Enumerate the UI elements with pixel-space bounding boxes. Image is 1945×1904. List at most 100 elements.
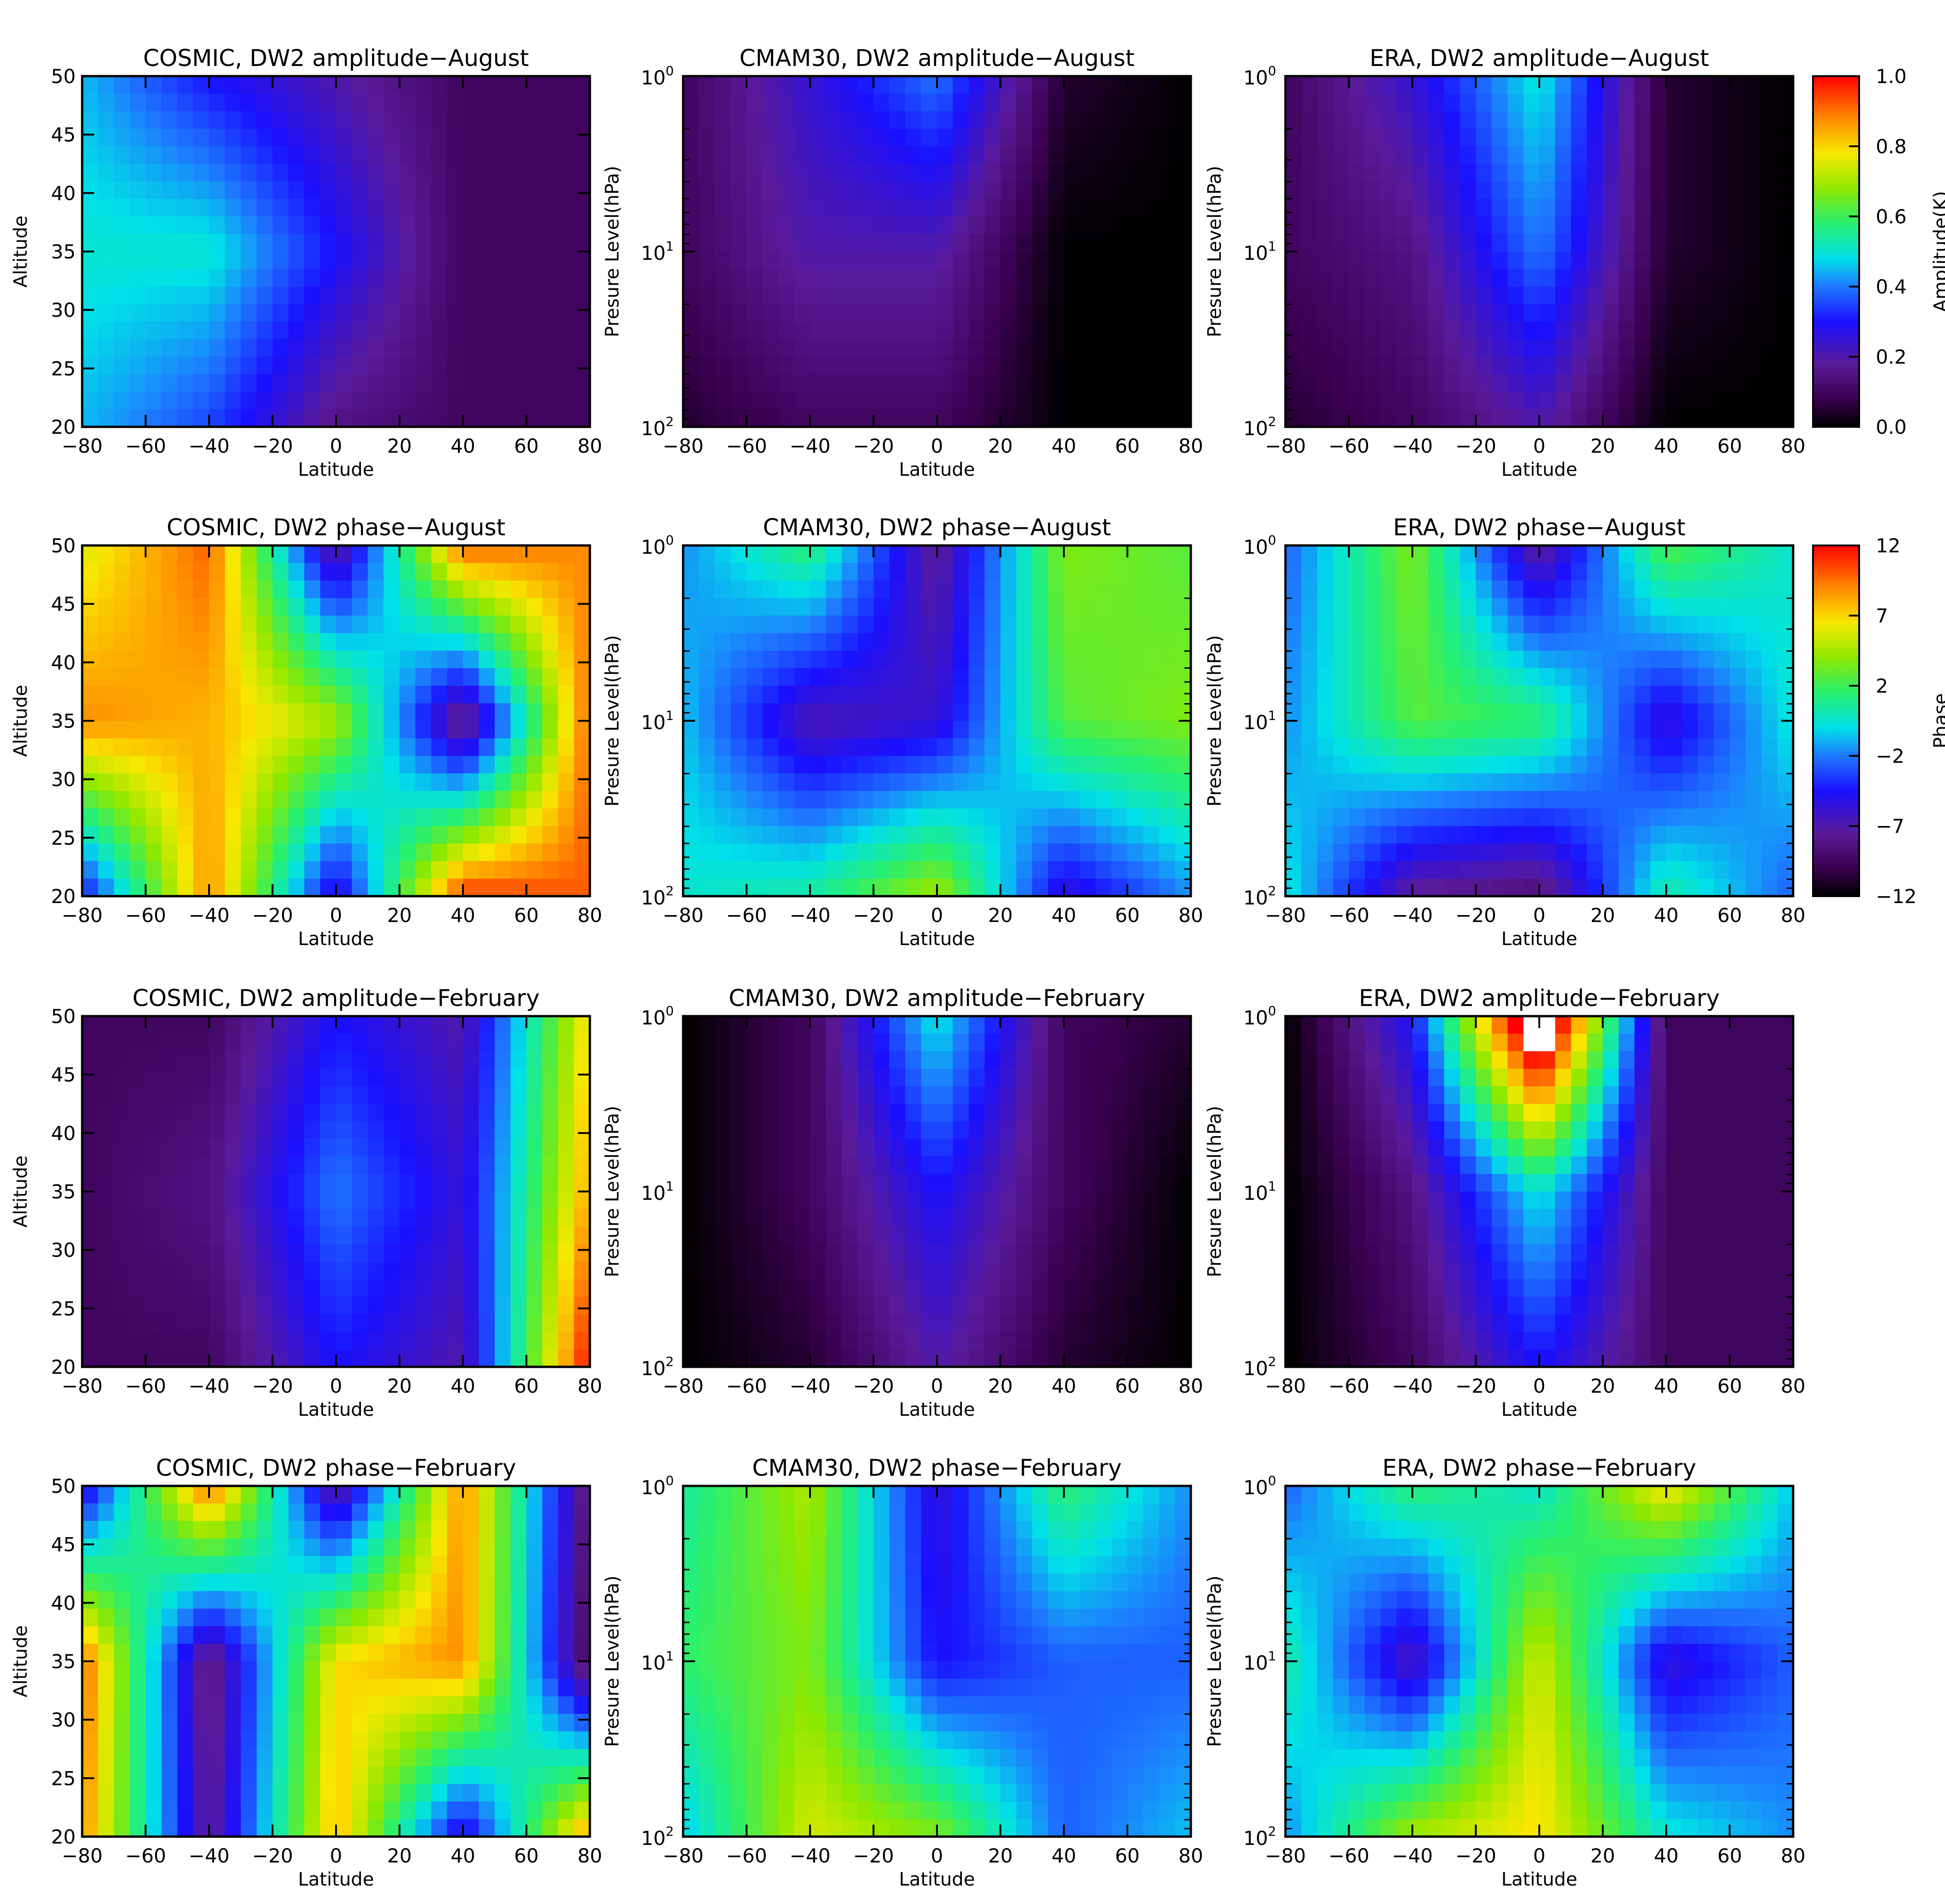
heatmap-cell [937,164,953,182]
heatmap-cell [336,616,352,634]
heatmap-cell [905,304,922,322]
heatmap-cell [1650,409,1667,427]
heatmap-cell [130,1156,146,1174]
heatmap-cell [415,791,432,809]
heatmap-cell [1555,409,1572,427]
heatmap-cell [1618,826,1635,844]
heatmap-cell [384,756,400,774]
heatmap-cell [510,1034,527,1052]
heatmap-cell [447,826,463,844]
heatmap-cell [415,1034,432,1052]
heatmap-cell [1460,339,1477,357]
heatmap-cell [352,633,368,651]
heatmap-cell [336,773,352,791]
heatmap-cell [1444,581,1460,599]
y-tick-base: 10 [1243,711,1268,734]
heatmap-cell [746,111,763,129]
heatmap-cell [574,322,590,340]
heatmap-cell [130,409,146,427]
heatmap-cell [1317,686,1333,704]
heatmap-cell [114,94,130,112]
heatmap-cell [479,1191,495,1209]
colorbar-tick-label: 0.4 [1876,275,1907,298]
heatmap-cell [746,339,763,357]
heatmap-cell [1571,633,1587,651]
heatmap-cell [320,1209,336,1227]
heatmap-cell [1143,826,1159,844]
heatmap-cell [240,756,257,774]
heatmap-cell [288,563,305,581]
heatmap-cell [1729,199,1746,217]
heatmap-cell [130,1209,146,1227]
heatmap-cell [1777,111,1794,129]
heatmap-cell [794,598,810,616]
heatmap-cell [841,76,858,94]
heatmap-cell [98,1051,114,1069]
heatmap-cell [479,146,495,164]
heatmap-cell [447,1244,463,1262]
heatmap-cell [1587,322,1603,340]
heatmap-cell [82,111,98,129]
heatmap-cell [463,598,479,616]
heatmap-cell [1523,357,1540,375]
heatmap-cell [794,111,810,129]
heatmap-cell [145,304,162,322]
heatmap-cell [858,304,874,322]
heatmap-cell [873,251,890,269]
heatmap-cell [985,111,1001,129]
heatmap-cell [352,392,368,410]
heatmap-cell [209,686,225,704]
heatmap-cell [1095,808,1112,826]
x-tick-label: −20 [1455,904,1496,927]
heatmap-cell [1634,563,1651,581]
heatmap-cell [1428,686,1445,704]
heatmap-cell [1555,234,1572,252]
heatmap-cell [1016,756,1033,774]
heatmap-cell [558,357,575,375]
heatmap-cell [1032,216,1049,234]
heatmap-cell [1603,409,1619,427]
heatmap-cell [762,703,779,721]
heatmap-cell [1364,721,1381,739]
heatmap-cell [288,879,305,897]
heatmap-cell [1650,94,1667,112]
heatmap-cell [1507,879,1524,897]
heatmap-cell [1555,164,1572,182]
heatmap-cell [479,633,495,651]
x-tick-label: 60 [1717,904,1742,927]
heatmap-cell [320,76,336,94]
heatmap-cell [288,651,305,669]
heatmap-cell [399,861,416,879]
heatmap-cell [542,563,558,581]
heatmap-cell [762,287,779,305]
heatmap-cell [399,199,416,217]
heatmap-cell [1491,234,1508,252]
heatmap-cell [1634,633,1651,651]
heatmap-cell [1745,216,1762,234]
heatmap-cell [1032,721,1049,739]
heatmap-cell [889,668,906,686]
heatmap-cell [1111,322,1128,340]
heatmap-cell [985,357,1001,375]
heatmap-cell [304,216,321,234]
heatmap-cell [826,808,842,826]
heatmap-cell [510,322,527,340]
heatmap-cell [1175,199,1191,217]
heatmap-cell [905,668,922,686]
heatmap-cell [1381,668,1397,686]
heatmap-cell [810,826,826,844]
heatmap-cell [463,633,479,651]
heatmap-cell [1777,686,1794,704]
heatmap-cell [1523,94,1540,112]
heatmap-cell [841,738,858,756]
heatmap-cell [320,1086,336,1104]
heatmap-cell [810,164,826,182]
heatmap-cell [431,251,448,269]
heatmap-cell [1080,94,1096,112]
heatmap-cell [225,844,241,862]
heatmap-cell [826,616,842,634]
heatmap-cell [873,545,890,563]
heatmap-cell [968,304,985,322]
heatmap-cell [510,1121,527,1139]
heatmap-cell [463,164,479,182]
